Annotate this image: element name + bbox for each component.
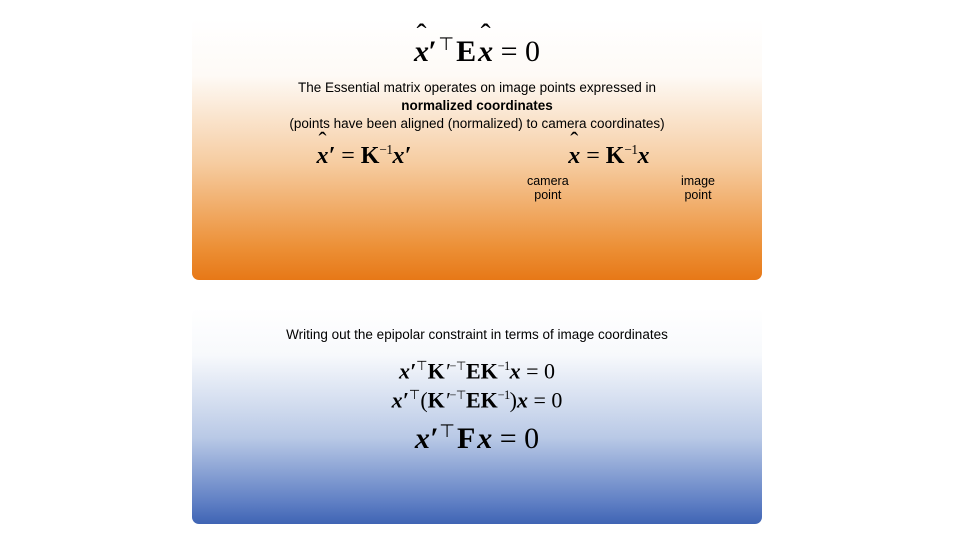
caption-essential: The Essential matrix operates on image p… xyxy=(220,79,734,134)
panel-essential-matrix: ˆx′⊤Eˆx = 0 The Essential matrix operate… xyxy=(192,18,762,280)
caption-fundamental: Writing out the epipolar constraint in t… xyxy=(220,326,734,344)
normalization-equations: ˆx′ = K−1x′ ˆx = K−1x xyxy=(220,142,734,170)
point-labels: camera point image point xyxy=(220,174,734,203)
equation-xhat: ˆx = K−1x xyxy=(568,142,649,170)
equation-xhat-prime: ˆx′ = K−1x′ xyxy=(317,142,412,170)
caption-bold: normalized coordinates xyxy=(401,98,553,113)
panel-fundamental-matrix: Writing out the epipolar constraint in t… xyxy=(192,308,762,524)
caption-line2: (points have been aligned (normalized) t… xyxy=(289,116,664,131)
slide: ˆx′⊤Eˆx = 0 The Essential matrix operate… xyxy=(0,0,960,540)
equation-fundamental-constraint: x′⊤Fx = 0 xyxy=(220,421,734,456)
label-image-point: image point xyxy=(668,174,728,203)
label-camera-point: camera point xyxy=(508,174,588,203)
equation-essential-constraint: ˆx′⊤Eˆx = 0 xyxy=(220,34,734,69)
caption-line1: The Essential matrix operates on image p… xyxy=(298,80,656,95)
equation-derivation-2: x′⊤(K′−⊤EK−1)x = 0 xyxy=(220,387,734,413)
equation-derivation-1: x′⊤K′−⊤EK−1x = 0 xyxy=(220,358,734,384)
